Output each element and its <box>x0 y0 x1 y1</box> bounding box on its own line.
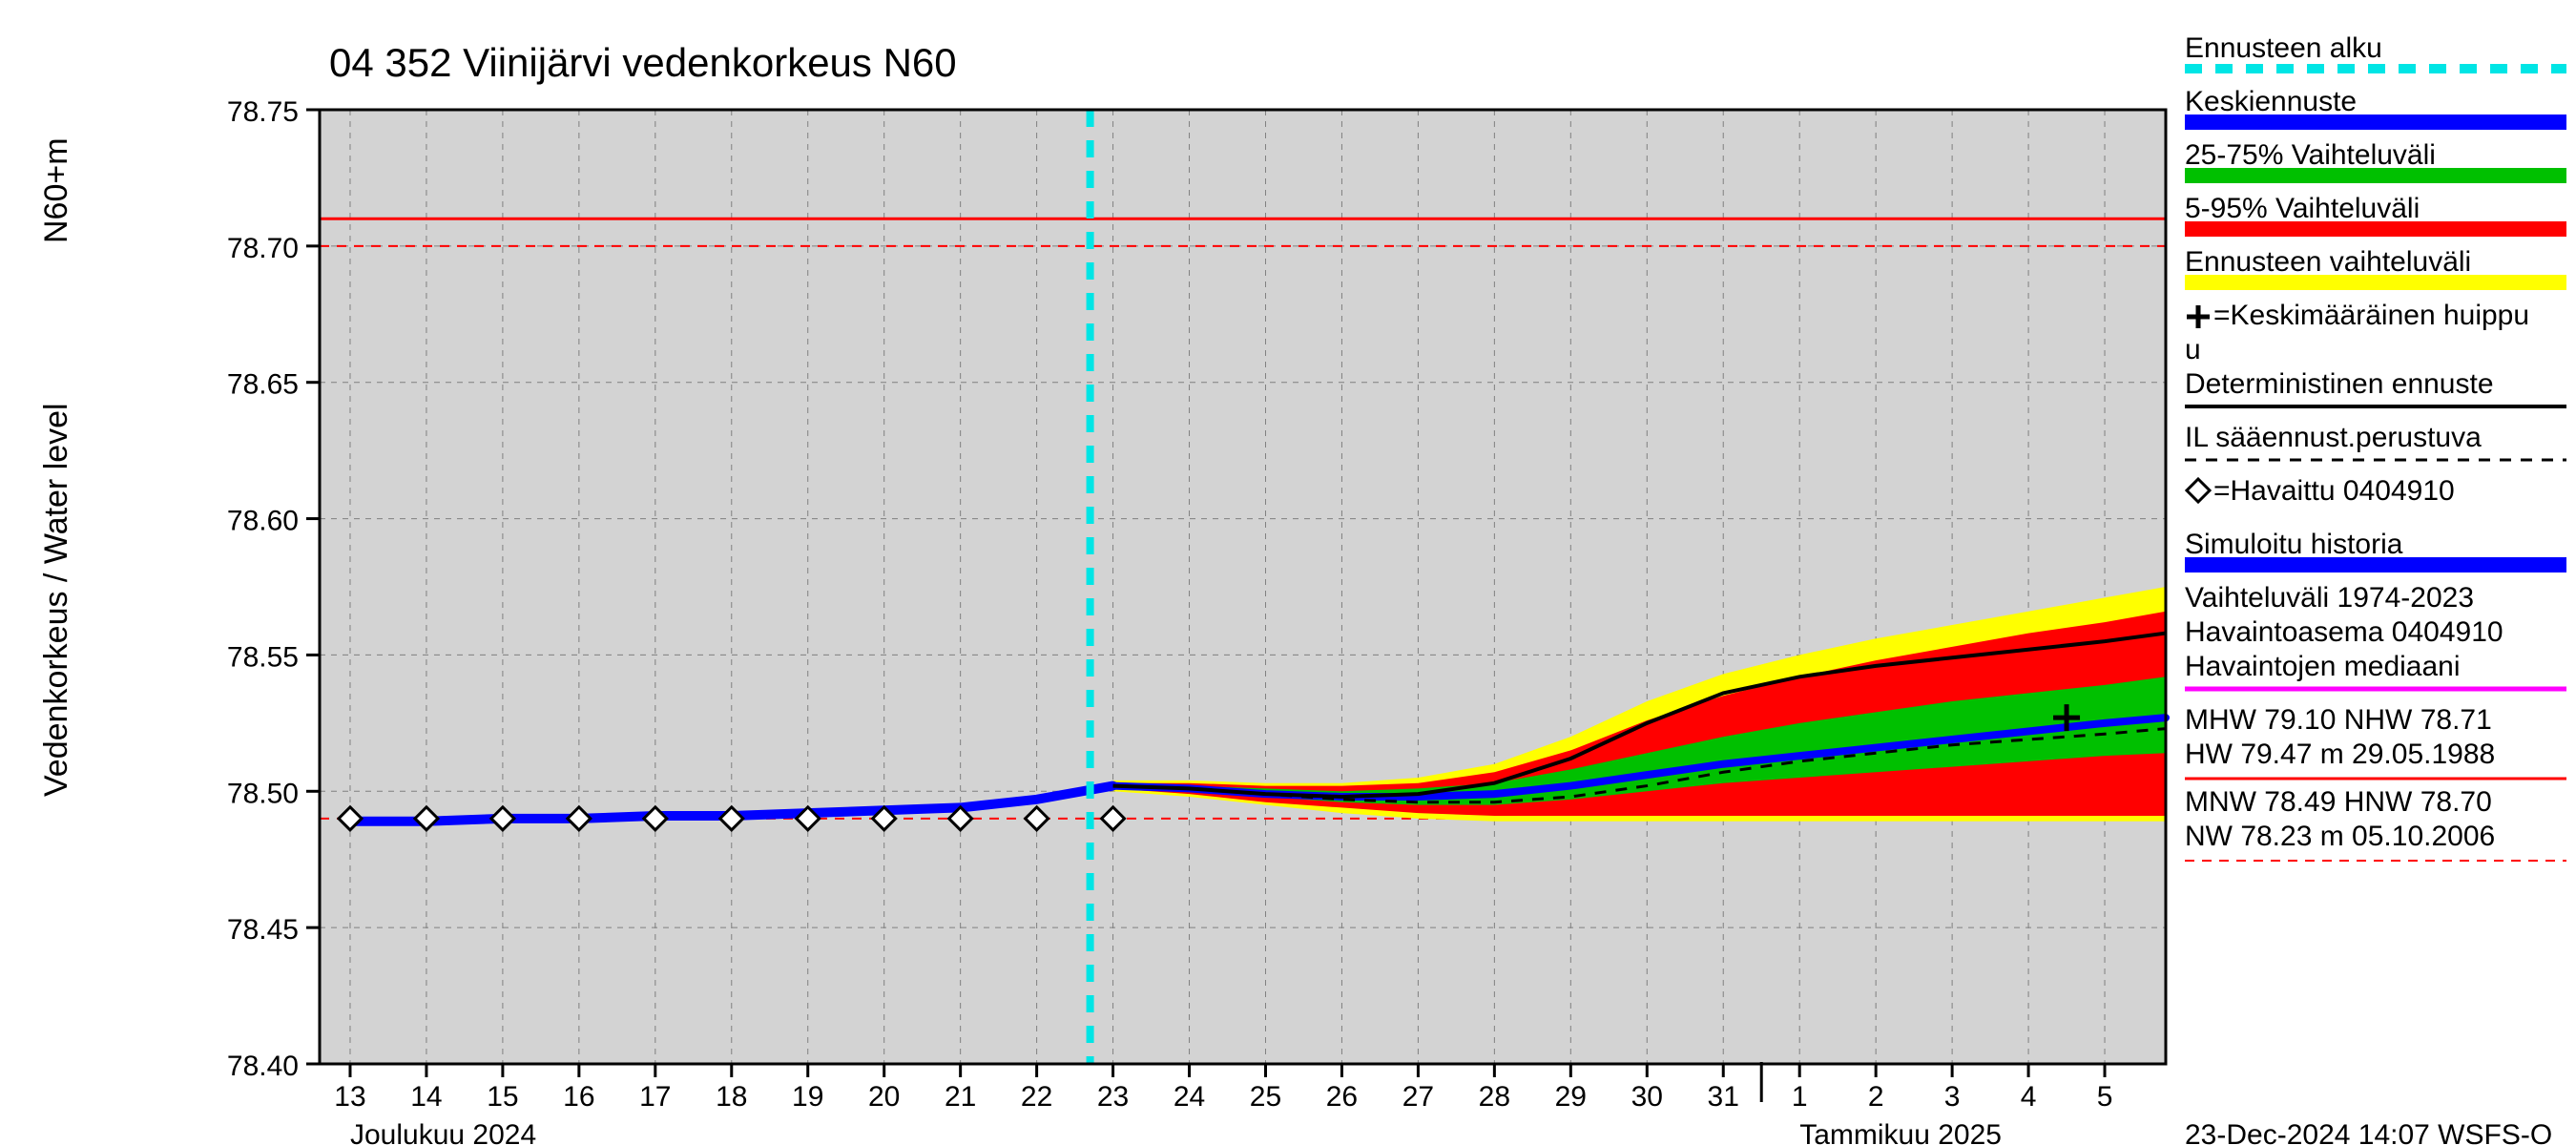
x-month2-fi: Tammikuu 2025 <box>1799 1119 2002 1145</box>
legend-label: Deterministinen ennuste <box>2185 368 2494 400</box>
x-tick-label: 20 <box>868 1081 900 1113</box>
legend-label: IL sääennust.perustuva <box>2185 422 2482 453</box>
legend-label: Ennusteen alku <box>2185 32 2382 64</box>
legend-label: Havaintoasema 0404910 <box>2185 616 2503 648</box>
legend-label: 25-75% Vaihteluväli <box>2185 139 2436 171</box>
x-tick-label: 23 <box>1097 1081 1129 1113</box>
x-month1-fi: Joulukuu 2024 <box>350 1119 536 1145</box>
footer-timestamp: 23-Dec-2024 14:07 WSFS-O <box>2185 1119 2552 1145</box>
y-tick-label: 78.55 <box>227 641 299 673</box>
legend-label: MNW 78.49 HNW 78.70 <box>2185 786 2492 818</box>
legend-label: Ennusteen vaihteluväli <box>2185 246 2471 278</box>
x-tick-label: 21 <box>945 1081 976 1113</box>
legend-label: u <box>2185 334 2201 365</box>
x-tick-label: 17 <box>639 1081 671 1113</box>
x-tick-label: 18 <box>716 1081 747 1113</box>
legend-label: Simuloitu historia <box>2185 529 2403 560</box>
x-tick-label: 2 <box>1868 1081 1884 1113</box>
x-tick-label: 25 <box>1250 1081 1281 1113</box>
y-axis-label-primary: Vedenkorkeus / Water level <box>38 403 74 797</box>
x-tick-label: 27 <box>1402 1081 1434 1113</box>
legend-label: HW 79.47 m 29.05.1988 <box>2185 739 2495 770</box>
x-tick-label: 13 <box>334 1081 365 1113</box>
x-tick-label: 29 <box>1555 1081 1587 1113</box>
chart-svg: 78.40 78.45 78.50 78.55 78.60 78.65 78.70 78.75… <box>0 0 2576 1145</box>
y-tick-label: 78.75 <box>227 96 299 128</box>
x-tick-label: 31 <box>1708 1081 1739 1113</box>
y-tick-label: 78.65 <box>227 369 299 401</box>
y-tick-label: 78.60 <box>227 506 299 537</box>
x-tick-label: 5 <box>2097 1081 2113 1113</box>
y-tick-label: 78.45 <box>227 914 299 946</box>
x-tick-label: 3 <box>1944 1081 1961 1113</box>
y-axis-label-secondary: N60+m <box>38 137 74 243</box>
legend-label: Keskiennuste <box>2185 86 2357 117</box>
plot-area <box>320 110 2166 1064</box>
legend-label: Vaihteluväli 1974-2023 <box>2185 582 2474 614</box>
x-tick-label: 26 <box>1326 1081 1358 1113</box>
x-tick-label: 22 <box>1021 1081 1052 1113</box>
legend-label: =Havaittu 0404910 <box>2213 475 2455 507</box>
y-tick-label: 78.40 <box>227 1051 299 1082</box>
y-tick-label: 78.50 <box>227 778 299 809</box>
x-tick-label: 1 <box>1792 1081 1808 1113</box>
x-tick-label: 24 <box>1174 1081 1205 1113</box>
legend-label: MHW 79.10 NHW 78.71 <box>2185 704 2492 736</box>
legend: Ennusteen alku Keskiennuste 25-75% Vaihtel… <box>2185 32 2566 861</box>
x-tick-label: 15 <box>487 1081 518 1113</box>
x-tick-label: 30 <box>1631 1081 1663 1113</box>
chart-title: 04 352 Viinijärvi vedenkorkeus N60 <box>329 40 957 85</box>
legend-label: NW 78.23 m 05.10.2006 <box>2185 821 2495 852</box>
x-tick-label: 4 <box>2021 1081 2037 1113</box>
x-tick-label: 28 <box>1479 1081 1510 1113</box>
x-tick-label: 19 <box>792 1081 823 1113</box>
legend-label: =Keskimääräinen huippu <box>2213 300 2529 331</box>
x-tick-label: 14 <box>410 1081 442 1113</box>
x-tick-label: 16 <box>563 1081 594 1113</box>
y-tick-label: 78.70 <box>227 233 299 264</box>
legend-label: Havaintojen mediaani <box>2185 651 2461 682</box>
legend-label: 5-95% Vaihteluväli <box>2185 193 2420 224</box>
chart-root: 78.40 78.45 78.50 78.55 78.60 78.65 78.70 78.75… <box>0 0 2576 1145</box>
